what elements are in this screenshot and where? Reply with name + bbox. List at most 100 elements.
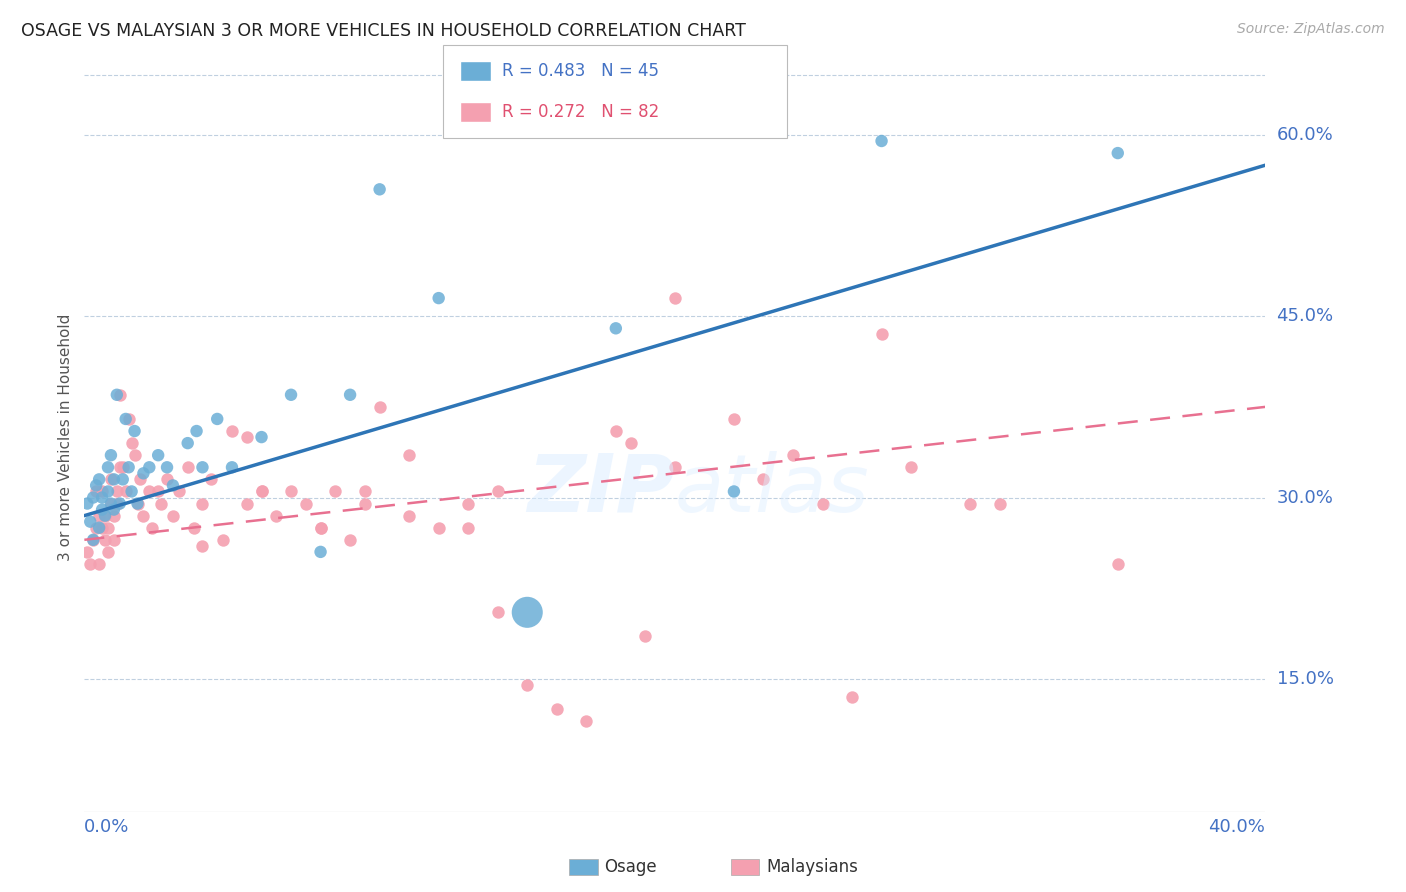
Point — [79, 557, 101, 571]
Point — [91, 521, 114, 535]
Text: 15.0%: 15.0% — [1277, 670, 1333, 688]
Text: ZIP: ZIP — [527, 450, 675, 529]
Point — [811, 497, 834, 511]
Point — [100, 448, 122, 462]
Point — [76, 497, 98, 511]
Text: 0.0%: 0.0% — [84, 818, 129, 836]
Point — [782, 448, 804, 462]
Point — [91, 484, 114, 499]
Point — [207, 412, 229, 426]
Point — [309, 521, 332, 535]
Text: OSAGE VS MALAYSIAN 3 OR MORE VEHICLES IN HOUSEHOLD CORRELATION CHART: OSAGE VS MALAYSIAN 3 OR MORE VEHICLES IN… — [21, 22, 747, 40]
Text: Osage: Osage — [605, 858, 657, 876]
Text: atlas: atlas — [675, 450, 870, 529]
Point — [398, 508, 420, 523]
Point — [100, 497, 122, 511]
Point — [752, 472, 775, 486]
Point — [105, 484, 128, 499]
Text: 60.0%: 60.0% — [1277, 126, 1333, 144]
Point — [870, 134, 893, 148]
Point — [127, 497, 149, 511]
Point — [664, 291, 686, 305]
Point — [250, 484, 273, 499]
Point — [457, 521, 479, 535]
Point — [183, 521, 205, 535]
Point — [280, 388, 302, 402]
Point — [124, 424, 146, 438]
Point — [191, 497, 214, 511]
Point — [723, 484, 745, 499]
Point — [900, 460, 922, 475]
Point — [97, 460, 120, 475]
Text: Malaysians: Malaysians — [766, 858, 858, 876]
Point — [87, 557, 111, 571]
Point — [138, 460, 160, 475]
Point — [191, 460, 214, 475]
Point — [191, 539, 214, 553]
Point — [111, 472, 134, 486]
Point — [97, 484, 120, 499]
Point — [221, 424, 243, 438]
Point — [103, 472, 125, 486]
Point — [309, 545, 332, 559]
Point — [111, 460, 134, 475]
Point — [82, 491, 104, 505]
Point — [76, 545, 98, 559]
Text: 30.0%: 30.0% — [1277, 489, 1333, 507]
Point — [118, 460, 141, 475]
Point — [105, 497, 128, 511]
Point — [221, 460, 243, 475]
Point — [84, 521, 107, 535]
Point — [309, 521, 332, 535]
Point — [91, 491, 114, 505]
Point — [121, 436, 143, 450]
Point — [82, 533, 104, 547]
Point — [325, 484, 347, 499]
Point — [132, 467, 155, 481]
Point — [620, 436, 643, 450]
Point — [150, 497, 173, 511]
Point — [84, 484, 107, 499]
Point — [250, 430, 273, 444]
Point — [295, 497, 318, 511]
Point — [200, 472, 222, 486]
Point — [486, 484, 509, 499]
Point — [156, 460, 179, 475]
Point — [100, 497, 122, 511]
Point — [988, 497, 1011, 511]
Point — [103, 508, 125, 523]
Text: R = 0.272   N = 82: R = 0.272 N = 82 — [502, 103, 659, 121]
Point — [212, 533, 235, 547]
Point — [114, 484, 136, 499]
Point — [186, 424, 208, 438]
Point — [114, 412, 136, 426]
Point — [94, 508, 117, 523]
Text: 40.0%: 40.0% — [1209, 818, 1265, 836]
Point — [266, 508, 288, 523]
Point — [82, 533, 104, 547]
Point — [79, 515, 101, 529]
Point — [129, 472, 152, 486]
Point — [94, 508, 117, 523]
Point — [1107, 146, 1129, 161]
Text: R = 0.483   N = 45: R = 0.483 N = 45 — [502, 62, 659, 79]
Point — [108, 388, 131, 402]
Point — [177, 436, 200, 450]
Point — [959, 497, 981, 511]
Point — [516, 605, 538, 619]
Point — [339, 533, 361, 547]
Point — [100, 472, 122, 486]
Point — [103, 502, 125, 516]
Point — [103, 533, 125, 547]
Point — [84, 478, 107, 492]
Point — [87, 521, 111, 535]
Point — [87, 472, 111, 486]
Point — [127, 497, 149, 511]
Point — [97, 545, 120, 559]
Point — [167, 484, 190, 499]
Point — [162, 478, 184, 492]
Text: Source: ZipAtlas.com: Source: ZipAtlas.com — [1237, 22, 1385, 37]
Point — [108, 460, 131, 475]
Point — [339, 388, 361, 402]
Point — [108, 497, 131, 511]
